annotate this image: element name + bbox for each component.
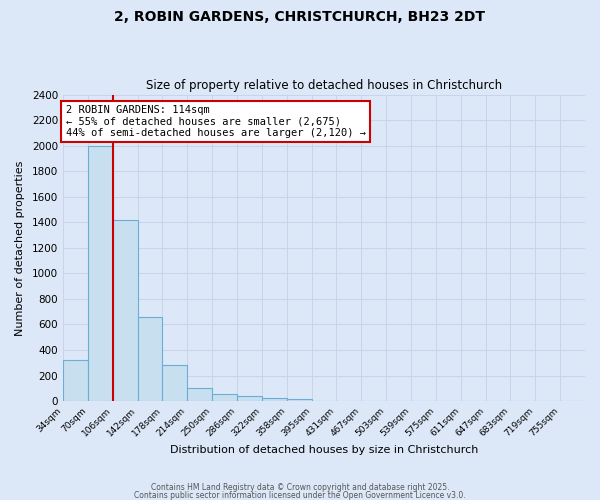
Bar — [212, 394, 237, 401]
Text: 2 ROBIN GARDENS: 114sqm
← 55% of detached houses are smaller (2,675)
44% of semi: 2 ROBIN GARDENS: 114sqm ← 55% of detache… — [65, 105, 365, 138]
Bar — [262, 398, 287, 401]
Bar — [88, 146, 113, 401]
Text: Contains public sector information licensed under the Open Government Licence v3: Contains public sector information licen… — [134, 490, 466, 500]
Bar — [287, 399, 311, 401]
Bar — [187, 388, 212, 401]
Bar — [163, 366, 187, 401]
Title: Size of property relative to detached houses in Christchurch: Size of property relative to detached ho… — [146, 79, 502, 92]
Bar — [137, 317, 163, 401]
Bar — [113, 220, 137, 401]
Bar — [63, 360, 88, 401]
Text: Contains HM Land Registry data © Crown copyright and database right 2025.: Contains HM Land Registry data © Crown c… — [151, 484, 449, 492]
Bar — [237, 396, 262, 401]
Text: 2, ROBIN GARDENS, CHRISTCHURCH, BH23 2DT: 2, ROBIN GARDENS, CHRISTCHURCH, BH23 2DT — [115, 10, 485, 24]
X-axis label: Distribution of detached houses by size in Christchurch: Distribution of detached houses by size … — [170, 445, 478, 455]
Y-axis label: Number of detached properties: Number of detached properties — [15, 160, 25, 336]
